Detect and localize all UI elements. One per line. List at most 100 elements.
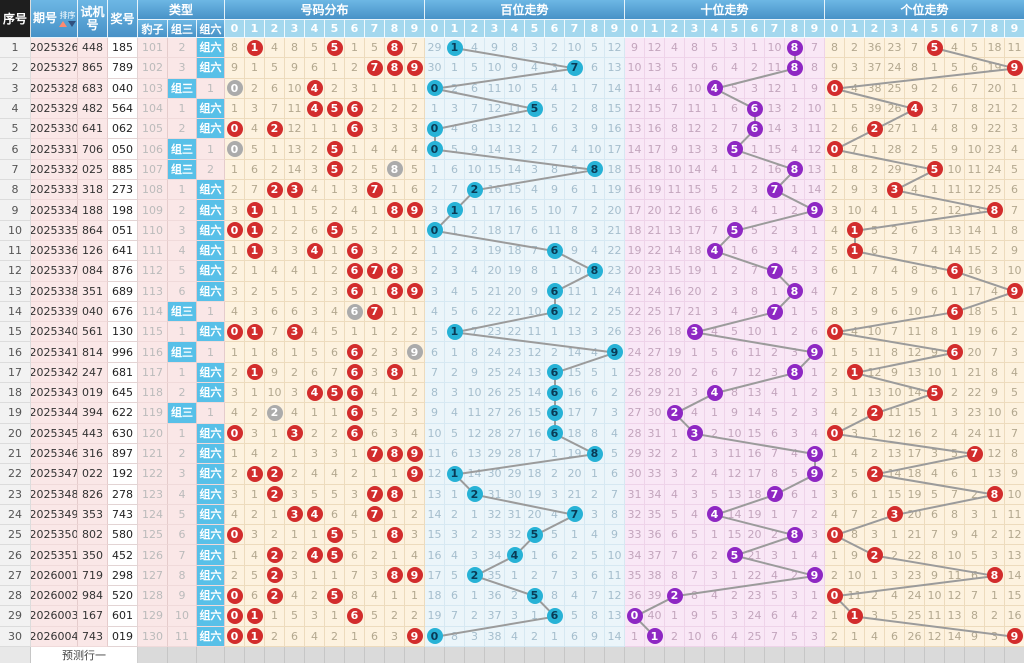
bai-cell: 5 [425,322,445,343]
period-cell: 2026002 [31,586,78,607]
sort-desc-icon[interactable] [68,20,76,27]
shi-cell: 7 [765,180,785,201]
predict-empty-cell [385,647,405,663]
bai-cell: 14 [425,504,445,526]
zuliu-cell: 1 [197,342,225,363]
bai-cell: 2 [525,139,545,160]
ge-cell: 12 [865,362,885,384]
sort-control[interactable]: 排序 [59,11,76,27]
shi-cell: 13 [625,119,645,140]
ge-cell: 3 [845,423,865,444]
ge-drawn-circle: 9 [1006,59,1023,76]
shi-cell: 8 [745,281,765,302]
dist-cell: 5 [285,281,305,302]
bai-cell: 3 [565,119,585,140]
shi-cell: 25 [745,626,765,647]
prize-number-cell: 689 [108,281,138,302]
dist-cell: 1 [265,139,285,160]
prize-number-cell: 897 [108,443,138,465]
period-cell: 2025339 [31,301,78,323]
dist-drawn-circle: 6 [346,120,363,137]
dist-cell: 2 [265,403,285,424]
ge-cell: 6 [985,322,1005,343]
zusan-cell: 1 [168,98,197,120]
dist-cell: 2 [265,464,285,485]
bai-cell: 5 [545,525,565,546]
ge-cell: 6 [1005,180,1024,201]
test-number-cell: 743 [78,626,108,647]
bai-drawn-circle: 2 [466,567,483,584]
ge-cell: 3 [865,180,885,201]
dist-cell: 3 [305,159,325,181]
shi-cell: 5 [705,606,725,627]
dist-drawn-circle: 8 [386,526,403,543]
sort-asc-icon[interactable] [59,20,67,27]
zuliu-cell: 1 [197,403,225,424]
bai-cell: 5 [525,98,545,120]
bai-cell: 5 [525,525,545,546]
table-row: 18 2025343 019 645 118 2 组六 3 1 10 3 4 5 6 4 1 2 8 3 10 26 25… [0,383,1024,404]
bai-cell: 16 [505,200,525,221]
dist-cell: 5 [365,403,385,424]
bai-cell: 7 [565,504,585,526]
shi-cell: 4 [765,565,785,587]
shi-cell: 4 [705,383,725,404]
dist-cell: 1 [245,38,265,59]
dist-cell: 8 [265,342,285,363]
test-number-cell: 482 [78,98,108,120]
predict-empty-cell [225,647,245,663]
zusan-cell: 2 [168,38,197,59]
bai-cell: 1 [545,443,565,465]
ge-cell: 27 [885,119,905,140]
bai-cell: 9 [525,281,545,302]
bai-cell: 6 [425,342,445,363]
dist-cell: 8 [385,159,405,181]
bai-cell: 16 [565,383,585,404]
dist-cell: 3 [305,606,325,627]
ge-cell: 11 [985,423,1005,444]
ge-cell: 4 [985,281,1005,302]
bai-cell: 37 [485,606,505,627]
bai-cell: 7 [545,139,565,160]
bai-cell: 12 [565,301,585,323]
shi-cell: 2 [745,58,765,79]
zusan-cell: 4 [168,484,197,505]
ge-drawn-circle: 6 [946,303,963,320]
bai-cell: 13 [565,322,585,343]
bai-cell: 20 [525,504,545,526]
baozi-miss-cell: 109 [138,200,168,221]
dist-cell: 1 [245,464,265,485]
ge-cell: 2 [1005,98,1024,120]
ge-cell: 9 [965,119,985,140]
dist-drawn-circle: 1 [246,607,263,624]
dist-cell: 5 [325,525,345,546]
ge-cell: 1 [825,98,845,120]
bai-cell: 22 [485,301,505,323]
shi-cell: 24 [745,606,765,627]
predict-empty-cell [945,647,965,663]
ge-cell: 1 [845,220,865,241]
ge-cell: 9 [1005,58,1024,79]
bai-cell: 38 [485,626,505,647]
shi-cell: 4 [705,159,725,181]
shi-cell: 5 [685,525,705,546]
ge-cell: 11 [845,586,865,607]
dist-cell: 2 [345,159,365,181]
ge-cell: 12 [985,443,1005,465]
ge-cell: 8 [965,98,985,120]
bai-cell: 3 [445,525,465,546]
dist-drawn-circle: 5 [326,384,343,401]
bai-cell: 9 [505,58,525,79]
header-digit-bai-7: 7 [565,20,585,38]
dist-cell: 6 [405,180,425,201]
ge-cell: 6 [965,58,985,79]
dist-drawn-circle: 9 [406,567,423,584]
dist-cell: 5 [325,586,345,607]
dist-cell: 3 [385,119,405,140]
dist-drawn-circle: 9 [406,202,423,219]
seq-cell: 29 [0,606,31,627]
bai-cell: 2 [585,301,605,323]
dist-cell: 2 [305,281,325,302]
bai-cell: 11 [485,78,505,99]
bai-drawn-circle: 1 [446,323,463,340]
